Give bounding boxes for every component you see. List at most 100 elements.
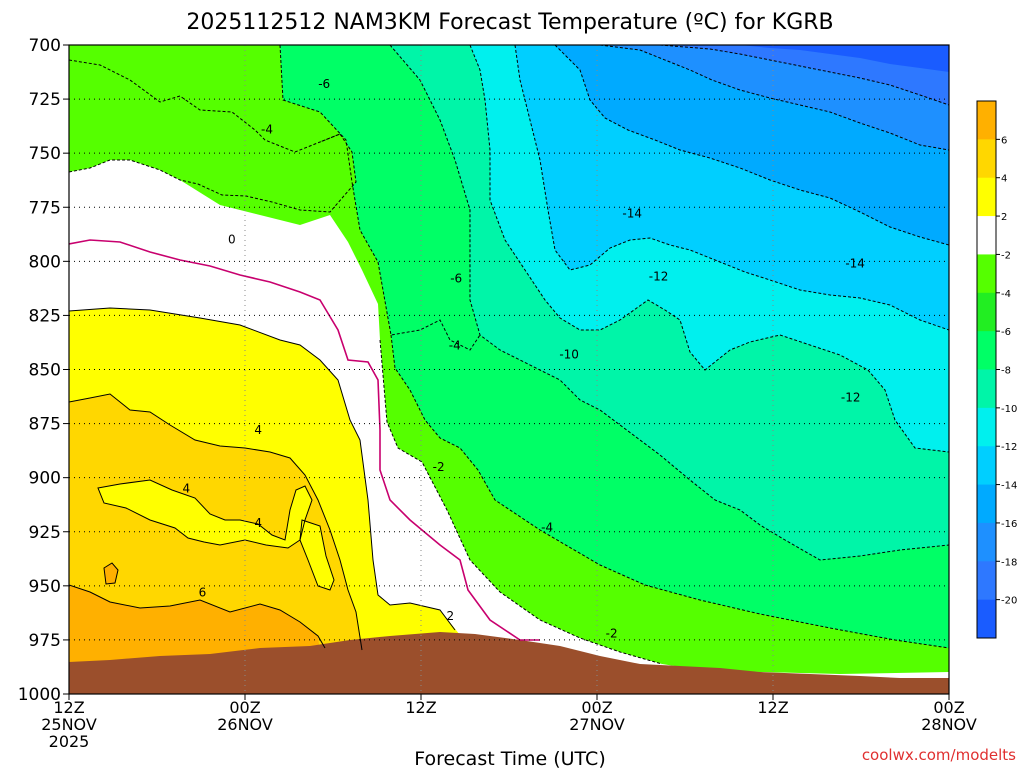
x-tick-label-0-2: 2025: [49, 732, 90, 751]
y-tick-label-0: 700: [29, 36, 61, 56]
contour-label-8: -10: [559, 347, 579, 361]
colorbar-swatch-2: [977, 177, 996, 217]
contour-plus6: [69, 584, 326, 649]
colorbar-label-11: -18: [1001, 557, 1017, 568]
x-axis-label: Forecast Time (UTC): [414, 748, 605, 768]
colorbar-label-6: -8: [1001, 366, 1011, 377]
colorbar-label-0: 6: [1001, 135, 1007, 146]
colorbar-label-2: 2: [1001, 212, 1007, 223]
x-tick-label-1-0: 00Z: [229, 698, 260, 717]
contour-label-1: -4: [261, 122, 273, 136]
x-tick-label-0-1: 25NOV: [41, 715, 97, 734]
contour-label-15: 6: [199, 585, 207, 599]
colorbar-swatch-3: [977, 216, 996, 255]
y-axis: 700 725 750 775 800 825 850 875 900 925 950 975 1000: [18, 36, 69, 705]
contour-label-12: 4: [183, 481, 191, 495]
contour-label-7: -4: [449, 339, 461, 353]
y-tick-label-3: 775: [29, 198, 61, 218]
x-tick-label-3-0: 00Z: [581, 698, 612, 717]
x-tick-label-4-0: 12Z: [757, 698, 788, 717]
colorbar-label-5: -6: [1001, 327, 1011, 338]
y-tick-label-4: 800: [29, 252, 61, 272]
chart-title: 2025112512 NAM3KM Forecast Temperature (…: [186, 10, 833, 35]
colorbar-label-9: -14: [1001, 481, 1017, 492]
terrain: [69, 632, 949, 694]
contour-minus12: [514, 45, 949, 331]
x-tick-label-5-1: 28NOV: [921, 715, 977, 734]
contour-label-6: -6: [450, 272, 462, 286]
y-tick-label-5: 825: [29, 306, 61, 326]
contour-label-2: 0: [228, 233, 236, 247]
contour-minus16: [599, 45, 949, 151]
contour-minus18: [659, 45, 949, 106]
colorbar-swatch-9: [977, 446, 996, 486]
colorbar-swatch-4: [977, 254, 996, 294]
colorbar-swatch-7: [977, 369, 996, 409]
x-tick-label-2-0: 12Z: [405, 698, 436, 717]
cell-plus6-a: [104, 563, 118, 584]
y-tick-label-11: 975: [29, 631, 61, 651]
colorbar: 6 4 2 -2 -4 -6 -8 -10 -12 -14 -16 -18 -20: [976, 100, 1017, 639]
y-tick-label-1: 725: [29, 90, 61, 110]
colorbar-swatch-13: [977, 599, 996, 639]
contour-label-0: -6: [318, 77, 330, 91]
colorbar-label-10: -16: [1001, 519, 1017, 530]
x-tick-label-1-1: 26NOV: [217, 715, 273, 734]
colorbar-swatch-6: [977, 331, 996, 370]
x-tick-label-5-0: 00Z: [933, 698, 964, 717]
contour-plus4: [69, 393, 363, 651]
contour-label-10: 4: [254, 423, 262, 437]
contours-dashed: [69, 45, 949, 665]
colorbar-swatch-5: [977, 292, 996, 332]
y-tick-label-7: 875: [29, 415, 61, 435]
y-tick-label-8: 900: [29, 469, 61, 489]
contours-solid: [69, 307, 456, 651]
contour-label-5: -12: [649, 269, 669, 283]
contour-labels: -6 -4 0 -14 -14 -12 -6 -4 -10 -12 4 -2 4 4 -4 6 2 -2: [183, 77, 865, 640]
contour-label-17: -2: [606, 626, 618, 640]
colorbar-label-7: -10: [1001, 404, 1017, 415]
contour-minus10: [469, 45, 949, 453]
contour-label-16: 2: [447, 609, 455, 623]
y-tick-label-12: 1000: [18, 685, 61, 705]
colorbar-swatch-11: [977, 522, 996, 562]
cell-plus4-c: [300, 520, 334, 590]
contour-label-13: 4: [254, 516, 262, 530]
contour-label-14: -4: [541, 520, 553, 534]
gridlines: [69, 45, 949, 694]
contour-label-9: -12: [841, 391, 861, 405]
y-tick-label-2: 750: [29, 144, 61, 164]
x-tick-label-3-1: 27NOV: [569, 715, 625, 734]
colorbar-label-3: -2: [1001, 250, 1011, 261]
contour-plus4-cell2: [299, 519, 335, 591]
colorbar-label-1: 4: [1001, 174, 1007, 185]
contour-label-3: -14: [622, 207, 642, 221]
contour-minus4: [69, 59, 949, 649]
colorbar-label-12: -20: [1001, 596, 1017, 607]
colorbar-label-8: -12: [1001, 442, 1017, 453]
colorbar-swatch-0: [977, 101, 996, 140]
colorbar-swatch-8: [977, 407, 996, 447]
plot-area: [69, 45, 949, 694]
cell-plus4-b: [98, 480, 312, 548]
contour-plus6-cell: [103, 562, 119, 585]
colorbar-label-4: -4: [1001, 289, 1011, 300]
y-tick-label-9: 925: [29, 523, 61, 543]
y-tick-label-10: 950: [29, 577, 61, 597]
watermark: coolwx.com/modelts: [862, 746, 1016, 764]
contour-zero: [69, 239, 540, 641]
contour-plus2: [69, 307, 456, 631]
x-tick-label-0-0: 12Z: [53, 698, 84, 717]
y-tick-label-6: 850: [29, 361, 61, 381]
contour-label-11: -2: [433, 460, 445, 474]
contour-label-4: -14: [845, 256, 865, 270]
contour-plus4-cell: [97, 479, 313, 549]
contour-minus2: [69, 133, 663, 665]
cell-minus2-nw: [69, 60, 356, 212]
contour-minus8: [389, 45, 949, 561]
colorbar-swatch-10: [977, 484, 996, 524]
band-minus20: [740, 45, 949, 72]
colorbar-swatch-12: [977, 561, 996, 601]
